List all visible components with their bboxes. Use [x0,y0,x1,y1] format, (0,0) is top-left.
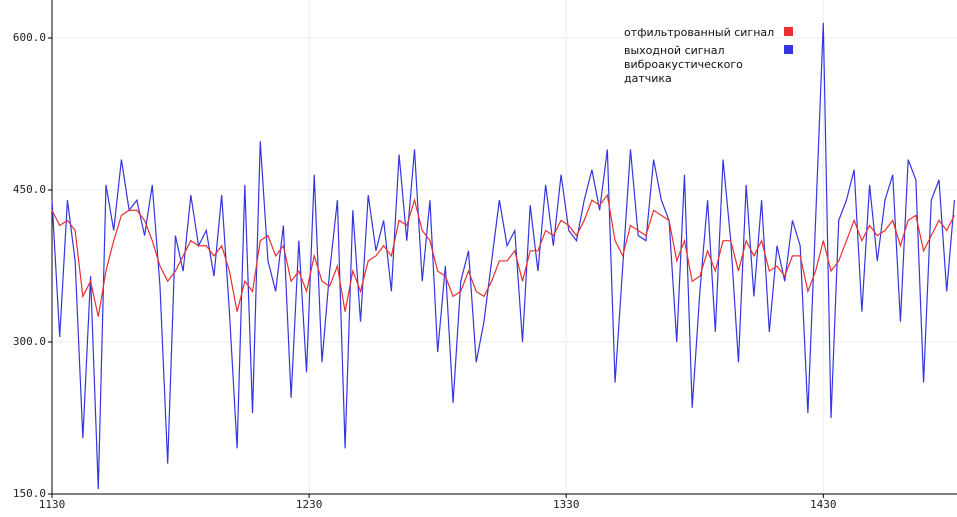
legend-label: выходной сигнал виброакустического датчи… [624,44,743,85]
legend-label: отфильтрованный сигнал [624,26,775,39]
legend: отфильтрованный сигнал выходной сигнал ви… [624,26,814,90]
legend-swatch [784,45,793,54]
x-tick-label: 1130 [39,498,66,511]
series-line [51,193,955,317]
x-tick-label: 1430 [810,498,837,511]
y-tick-label: 450.0 [13,183,46,196]
x-tick-label: 1230 [296,498,323,511]
legend-entry: отфильтрованный сигнал [624,26,814,40]
legend-entry: выходной сигнал виброакустического датчи… [624,44,814,86]
legend-swatch [784,27,793,36]
x-tick-label: 1330 [553,498,580,511]
series-line [51,22,956,489]
y-tick-label: 150.0 [13,487,46,500]
y-tick-label: 300.0 [13,335,46,348]
y-tick-label: 600.0 [13,31,46,44]
